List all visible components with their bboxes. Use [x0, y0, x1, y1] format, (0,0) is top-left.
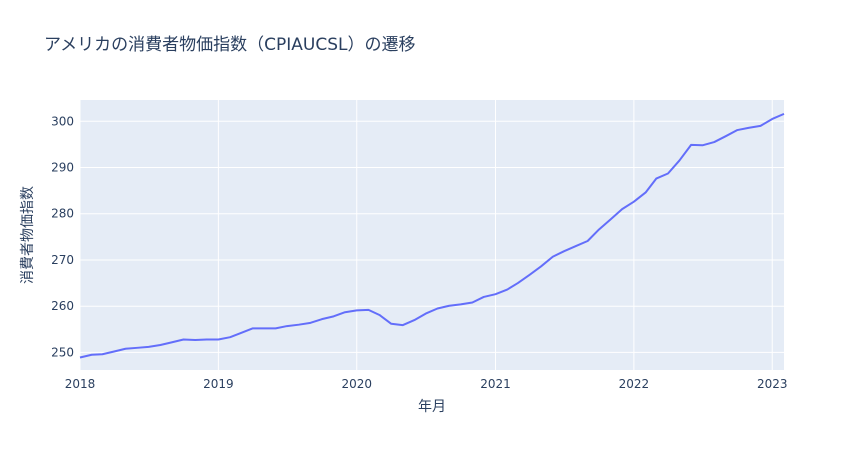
y-tick-label: 290 — [51, 161, 74, 175]
y-tick-label: 280 — [51, 207, 74, 221]
y-tick-label: 300 — [51, 114, 74, 128]
series-layer — [79, 112, 785, 359]
chart-title: アメリカの消費者物価指数（CPIAUCSL）の遷移 — [44, 35, 416, 55]
x-tick-label: 2022 — [619, 377, 650, 391]
plot-area — [80, 100, 784, 370]
x-tick-label: 2018 — [65, 377, 96, 391]
y-tick-label: 250 — [51, 345, 74, 359]
y-axis-title: 消費者物価指数 — [20, 186, 36, 284]
x-axis-ticks: 2018 2019 2020 2021 2022 2023 — [65, 377, 788, 391]
x-axis-title: 年月 — [418, 399, 446, 415]
x-tick-label: 2023 — [757, 377, 788, 391]
cpi-series-line — [79, 112, 785, 359]
x-tick-label: 2021 — [480, 377, 511, 391]
y-axis-ticks: 250 260 270 280 290 300 — [51, 114, 74, 359]
y-tick-label: 260 — [51, 299, 74, 313]
x-tick-label: 2019 — [203, 377, 234, 391]
y-tick-label: 270 — [51, 253, 74, 267]
x-tick-label: 2020 — [341, 377, 372, 391]
grid-lines — [79, 100, 784, 370]
